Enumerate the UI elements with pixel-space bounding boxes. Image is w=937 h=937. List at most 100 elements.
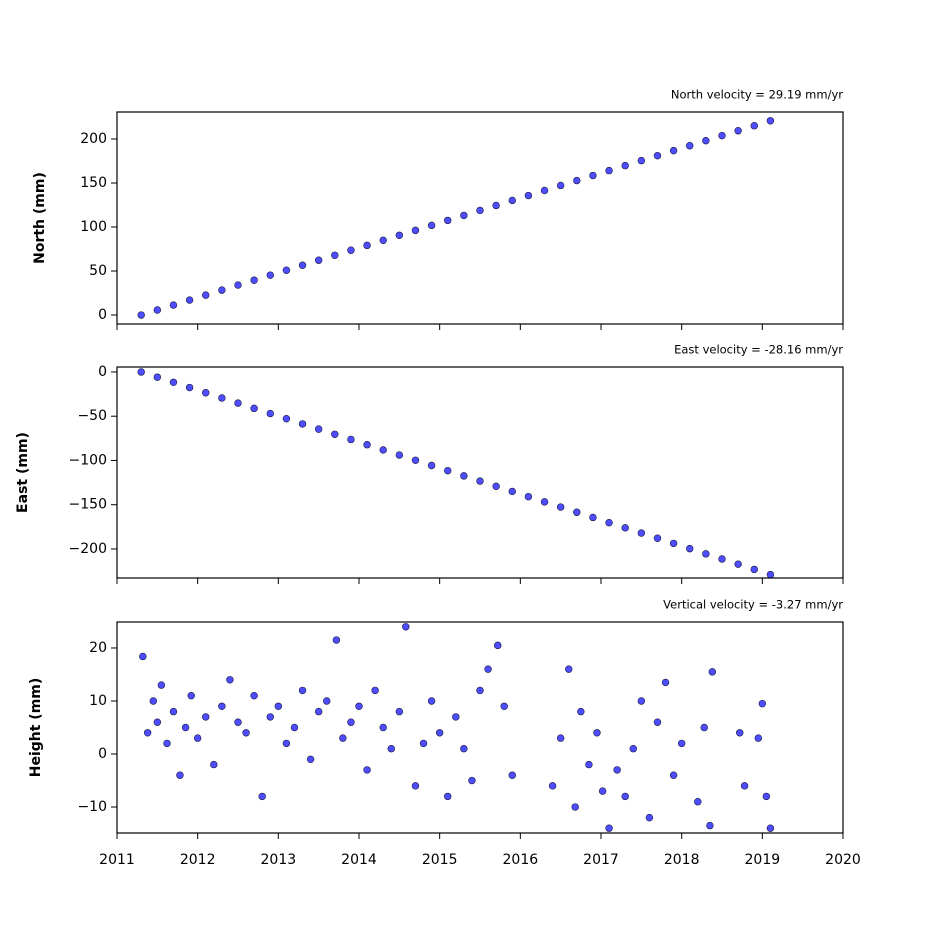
data-point	[181, 723, 190, 732]
data-point	[250, 404, 258, 413]
data-point	[169, 301, 178, 309]
data-point	[577, 707, 585, 716]
data-point	[395, 707, 404, 716]
data-point	[548, 782, 557, 790]
data-point	[460, 472, 468, 480]
data-point	[500, 702, 508, 710]
data-point	[202, 389, 210, 397]
y-tick-label: 10	[89, 693, 107, 709]
data-point	[492, 482, 500, 491]
data-point	[250, 276, 258, 284]
data-point	[363, 241, 371, 250]
data-point	[605, 166, 613, 175]
axes-frame	[116, 111, 844, 325]
data-point	[540, 498, 549, 506]
data-point	[298, 686, 307, 695]
data-point	[585, 760, 593, 769]
data-point	[460, 745, 468, 753]
data-point	[411, 456, 420, 464]
data-point	[589, 513, 597, 522]
data-point	[176, 771, 184, 779]
data-point	[476, 686, 484, 695]
data-point	[758, 699, 767, 708]
data-point	[266, 271, 274, 279]
data-point	[645, 813, 654, 822]
data-point	[613, 766, 621, 774]
data-point	[331, 251, 339, 259]
x-tick-label: 2019	[745, 852, 781, 868]
axes-frame	[116, 366, 844, 579]
y-tick-label: −50	[77, 408, 107, 424]
data-point	[379, 236, 387, 245]
data-point	[387, 745, 395, 753]
data-point	[193, 734, 202, 742]
data-point	[187, 691, 195, 700]
data-point	[153, 373, 162, 381]
x-tick-label: 2017	[583, 852, 619, 868]
y-tick-label: 50	[89, 263, 107, 279]
data-point	[226, 676, 234, 684]
data-point	[355, 702, 363, 710]
data-point	[492, 201, 500, 210]
data-point	[411, 782, 420, 790]
data-point	[202, 291, 210, 299]
data-point	[762, 792, 771, 801]
data-point	[347, 718, 355, 726]
data-point	[331, 430, 339, 438]
data-point	[218, 394, 226, 402]
data-point	[163, 739, 171, 748]
data-point	[298, 420, 307, 428]
data-point	[452, 713, 460, 721]
data-point	[653, 718, 662, 726]
data-point	[234, 718, 242, 726]
data-point	[508, 487, 516, 496]
data-point	[589, 171, 597, 180]
y-tick-label: 0	[98, 364, 107, 380]
data-point	[363, 441, 371, 449]
data-point	[653, 151, 662, 160]
data-point	[718, 131, 726, 140]
data-point	[218, 286, 226, 294]
y-axis-label: North (mm)	[32, 172, 48, 264]
data-point	[274, 702, 283, 710]
data-point	[371, 686, 379, 695]
data-point	[476, 206, 484, 215]
y-tick-label: 200	[80, 131, 107, 147]
axes-frame	[116, 621, 844, 834]
panel-title: East velocity = -28.16 mm/yr	[674, 343, 843, 357]
data-point	[314, 707, 323, 716]
data-point	[298, 261, 307, 269]
data-point	[484, 665, 492, 673]
data-point	[153, 306, 162, 314]
data-point	[677, 739, 686, 748]
y-tick-label: 20	[89, 640, 107, 656]
data-point	[435, 729, 444, 737]
data-point	[266, 409, 274, 418]
data-point	[363, 766, 371, 774]
data-point	[258, 792, 266, 801]
data-point	[556, 734, 565, 742]
data-point	[661, 678, 670, 687]
x-tick-label: 2014	[341, 852, 377, 868]
x-tick-label: 2011	[99, 852, 135, 868]
data-point	[250, 691, 258, 700]
data-point	[395, 451, 404, 459]
data-point	[621, 792, 629, 801]
y-tick-label: 0	[98, 307, 107, 323]
data-point	[242, 729, 250, 737]
data-point	[734, 127, 742, 135]
data-point	[694, 798, 702, 806]
y-axis-label: East (mm)	[15, 432, 31, 513]
data-point	[314, 256, 323, 264]
data-point	[411, 226, 420, 235]
data-point	[702, 136, 710, 145]
y-tick-label: −10	[77, 799, 107, 815]
panel-title: North velocity = 29.19 mm/yr	[671, 88, 843, 102]
data-point	[621, 524, 629, 532]
data-point	[702, 550, 710, 558]
data-point	[754, 734, 762, 742]
data-point	[700, 723, 708, 732]
y-tick-label: 0	[98, 746, 107, 762]
data-point	[427, 221, 436, 230]
data-point	[706, 821, 714, 830]
